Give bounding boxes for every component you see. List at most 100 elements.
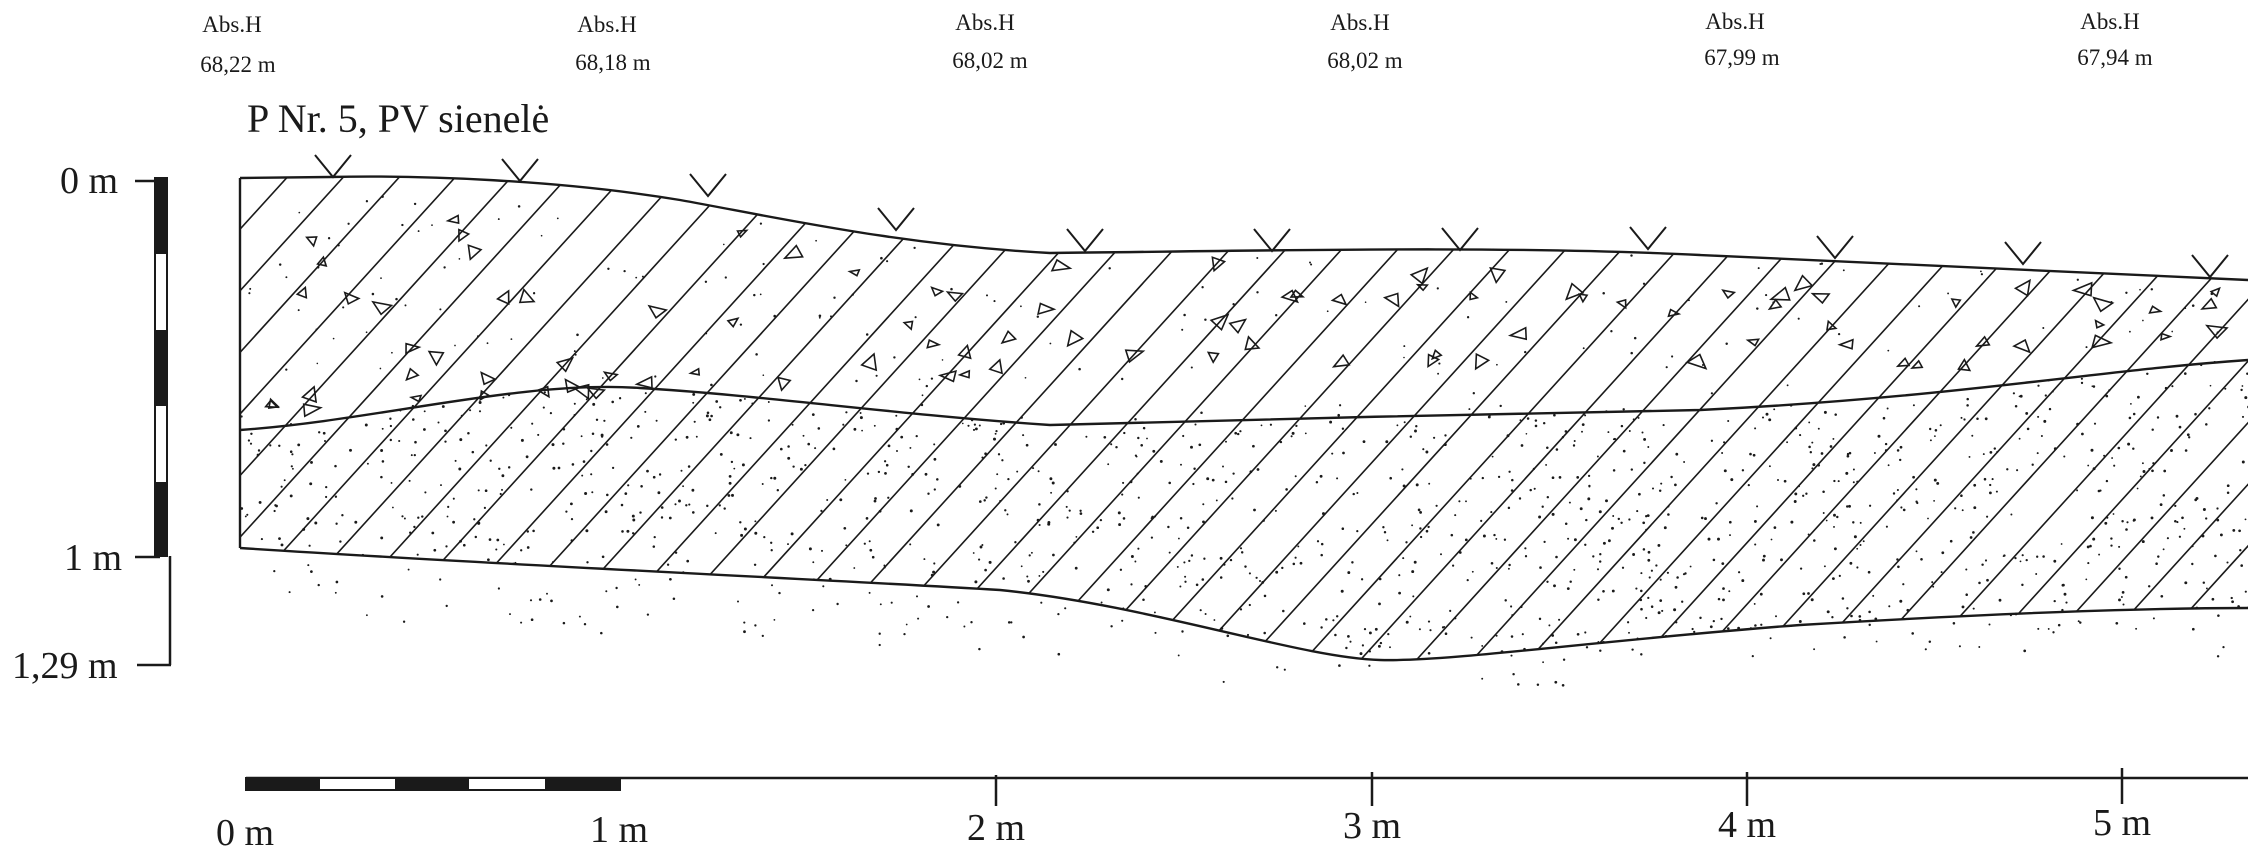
sand-dot (1349, 640, 1352, 643)
gravel-triangle (2092, 296, 2115, 313)
sand-dot (1568, 501, 1571, 504)
sand-dot (1972, 607, 1975, 610)
sand-dot (1848, 662, 1850, 664)
sand-dot (285, 276, 288, 279)
sand-dot (863, 542, 866, 545)
sand-dot (2155, 562, 2158, 565)
sand-dot (763, 360, 766, 362)
sand-dot (1968, 455, 1971, 458)
sand-dot (770, 541, 773, 544)
sand-dot (1460, 354, 1463, 357)
sand-dot (2139, 288, 2141, 291)
sand-dot (380, 475, 383, 479)
hatch-line (595, 176, 1097, 661)
sand-dot (1423, 382, 1426, 385)
sand-dot (1121, 649, 1124, 652)
sand-dot (641, 275, 644, 278)
sand-dot (1526, 357, 1528, 359)
sand-dot (1202, 410, 1206, 414)
sand-dot (2104, 521, 2108, 525)
sand-dot (631, 514, 635, 518)
sand-dot (2184, 449, 2188, 452)
sand-dot (861, 620, 864, 623)
sand-dot (1833, 525, 1835, 528)
sand-dot (1403, 421, 1406, 424)
sand-dot (393, 601, 396, 604)
sand-dot (1912, 475, 1915, 479)
sand-dot (2160, 594, 2164, 598)
sand-dot (1722, 598, 1725, 602)
sand-dot (1440, 553, 1442, 556)
sand-dot (1200, 395, 1204, 399)
sand-dot (1414, 406, 1417, 410)
sand-dot (1651, 487, 1655, 490)
sand-dot (615, 586, 618, 590)
sand-dot (1057, 612, 1060, 616)
sand-dot (825, 629, 827, 632)
gravel-triangle (295, 285, 308, 299)
sand-dot (1550, 370, 1553, 374)
sand-dot (727, 494, 731, 497)
sand-dot (1262, 406, 1265, 409)
sand-dot (1754, 427, 1757, 430)
sand-dot (2146, 372, 2149, 376)
sand-dot (1773, 408, 1776, 411)
sand-dot (1226, 634, 1230, 638)
sand-dot (1382, 371, 1385, 375)
sand-dot (2081, 652, 2085, 656)
sand-dot (644, 410, 647, 413)
sand-dot (2062, 583, 2065, 587)
sand-dot (1495, 634, 1498, 637)
sand-dot (1401, 468, 1404, 471)
sand-dot (273, 569, 276, 573)
sand-dot (2047, 627, 2050, 630)
hatch-line (2051, 176, 2248, 661)
sand-dot (332, 632, 335, 635)
sand-dot (815, 654, 819, 658)
hatch-line (240, 176, 257, 661)
sand-dot (692, 392, 696, 396)
sand-dot (1100, 601, 1103, 604)
sand-dot (1647, 558, 1651, 562)
sand-dot (1291, 431, 1295, 435)
sand-dot (355, 396, 359, 400)
sand-dot (462, 543, 466, 547)
sand-dot (2113, 464, 2116, 467)
sand-dot (2086, 638, 2089, 641)
vertical-scale-label: 0 m (60, 160, 118, 202)
gravel-triangle (480, 371, 497, 386)
sand-dot (2111, 360, 2115, 361)
sand-dot (911, 472, 915, 476)
sand-dot (517, 610, 520, 613)
sand-dot (767, 419, 771, 422)
sand-dot (2148, 635, 2152, 639)
horizontal-scale: 0 m 1 m 2 m 3 m 4 m 5 m (216, 768, 2248, 852)
sand-dot (2159, 503, 2163, 506)
sand-dot (714, 532, 717, 535)
sand-dot (2238, 529, 2241, 533)
sand-dot (324, 650, 327, 653)
sand-dot (1112, 640, 1114, 642)
sand-dot (2176, 521, 2179, 524)
sand-dot (1129, 480, 1133, 484)
sand-dot (477, 489, 480, 492)
sand-dot (1469, 477, 1472, 480)
sand-dot (1659, 599, 1663, 602)
sand-dot (1809, 451, 1813, 454)
sand-dot (1136, 472, 1139, 475)
sand-dot (510, 338, 513, 341)
sand-dot (646, 613, 650, 616)
sand-dot (1422, 448, 1425, 451)
sand-dot (294, 376, 296, 379)
sand-dot (1049, 342, 1052, 345)
horizontal-scale-label: 5 m (2093, 802, 2151, 844)
sand-dot (1884, 442, 1888, 446)
elevation-label: Abs.H (1705, 9, 1764, 34)
sand-dot (1683, 461, 1686, 463)
sand-dot (1436, 287, 1439, 290)
sand-dot (591, 491, 594, 494)
sand-dot (1458, 551, 1462, 554)
sand-dot (1379, 641, 1383, 645)
sand-dot (580, 435, 583, 438)
sand-dot (1551, 512, 1555, 516)
